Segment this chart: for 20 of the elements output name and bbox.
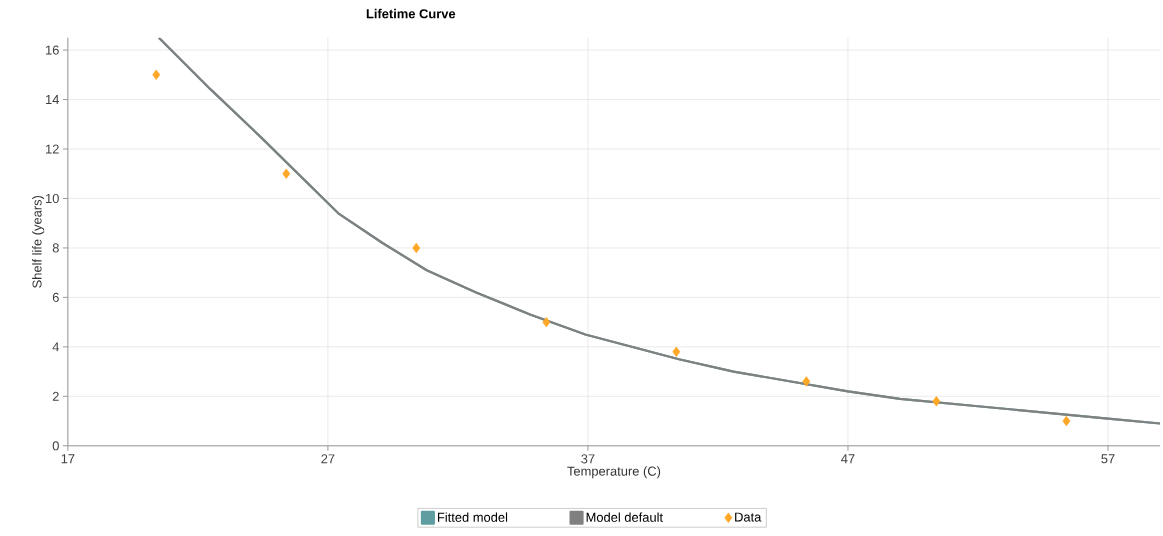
legend-label: Fitted model (437, 512, 508, 522)
x-tick-label: 37 (581, 454, 595, 464)
y-axis-title: Shelf life (years) (32, 195, 45, 288)
y-tick-label: 0 (52, 441, 59, 451)
x-axis-title: Temperature (C) (567, 466, 661, 479)
x-tick-label: 57 (1101, 454, 1115, 464)
y-tick-label: 10 (46, 193, 59, 203)
legend-label: Data (735, 512, 762, 522)
y-tick-label: 16 (46, 45, 59, 55)
x-tick-label: 27 (321, 454, 335, 464)
chart-title: Lifetime Curve (366, 8, 456, 19)
x-tick-label: 47 (841, 454, 855, 464)
y-tick-label: 4 (52, 342, 60, 352)
y-tick-label: 12 (46, 144, 59, 154)
legend-label: Model default (586, 512, 663, 522)
x-tick-label: 17 (61, 454, 75, 464)
y-tick-label: 8 (52, 243, 59, 253)
y-tick-label: 6 (52, 292, 59, 302)
y-tick-label: 14 (46, 95, 60, 104)
y-tick-label: 2 (52, 391, 59, 401)
